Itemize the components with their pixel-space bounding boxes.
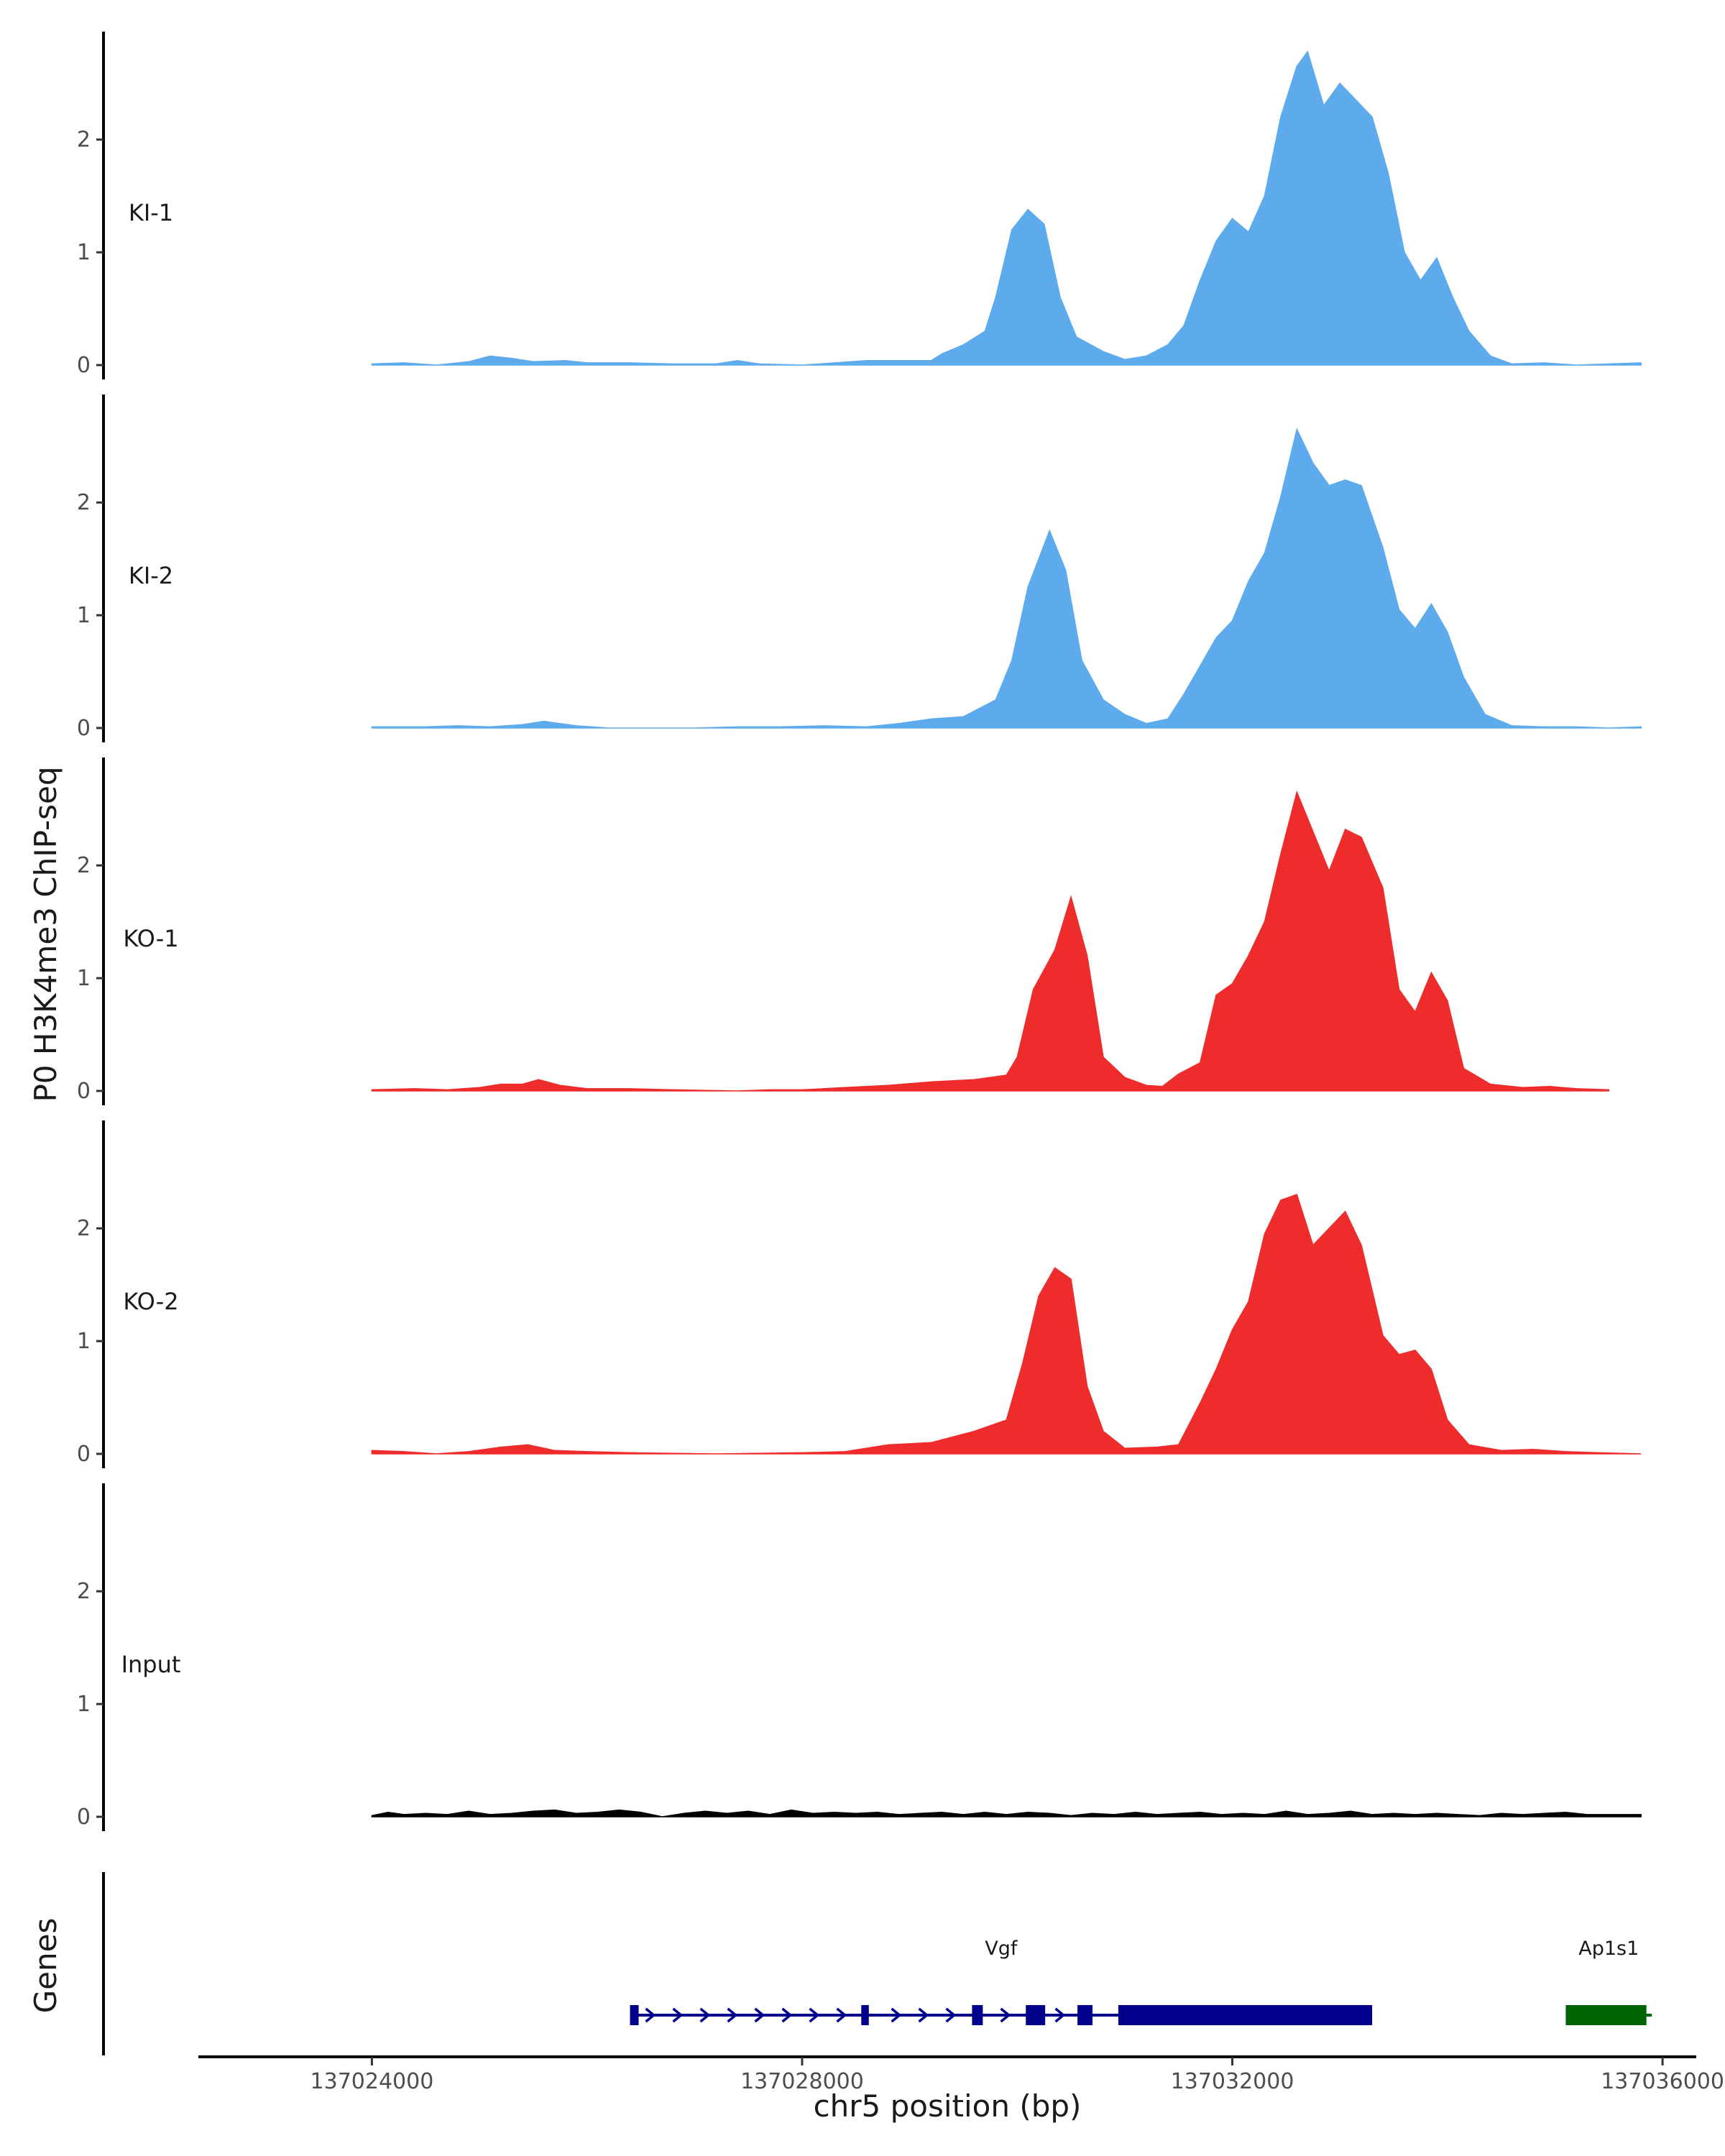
y-tick-label: 1	[77, 966, 91, 991]
signal-area-ko-2	[371, 1194, 1642, 1455]
track-panel-ko-1: 0 1 2 KO-1	[77, 757, 1610, 1105]
track-label: KI-1	[129, 199, 173, 226]
gene-label: Vgf	[985, 1938, 1018, 1960]
track-label: KO-2	[123, 1288, 178, 1315]
signal-area-ki-2	[371, 427, 1642, 729]
y-axis-title: P0 H3K4me3 ChIP-seq	[28, 766, 63, 1102]
x-tick-label: 137036000	[1601, 2069, 1724, 2094]
track-panel-ki-2: 0 1 2 KI-2	[77, 395, 1642, 742]
strand-arrow	[1000, 2007, 1011, 2023]
gene-exon	[1077, 2005, 1093, 2025]
strand-arrow	[781, 2007, 793, 2023]
signal-area-ko-1	[371, 790, 1610, 1092]
gene-ap1s1: Ap1s1	[1565, 1938, 1652, 2025]
gene-exon	[1118, 2005, 1373, 2025]
gene-exon	[972, 2005, 983, 2025]
strand-arrow	[699, 2007, 711, 2023]
y-tick-label: 2	[77, 127, 91, 152]
strand-arrow	[836, 2007, 847, 2023]
signal-area-input	[371, 1809, 1642, 1818]
strand-arrow	[809, 2007, 820, 2023]
gene-exon	[1026, 2005, 1046, 2025]
gene-vgf: Vgf	[630, 1938, 1373, 2025]
gene-exon	[630, 2005, 639, 2025]
strand-arrow	[918, 2007, 929, 2023]
gene-label: Ap1s1	[1578, 1938, 1639, 1960]
x-axis: 137024000 137028000 137032000 137036000	[198, 2055, 1724, 2094]
y-tick-label: 1	[77, 1329, 91, 1354]
signal-area-ki-1	[371, 50, 1642, 366]
strand-arrow	[1054, 2007, 1066, 2023]
x-axis-title: chr5 position (bp)	[814, 2088, 1082, 2124]
y-tick-label: 2	[77, 853, 91, 878]
y-tick-label: 2	[77, 490, 91, 515]
track-panel-ko-2: 0 1 2 KO-2	[77, 1120, 1642, 1468]
x-tick-label: 137028000	[740, 2069, 864, 2094]
y-tick-label: 0	[77, 1442, 91, 1467]
gene-track: Vgf Ap1s1	[102, 1872, 1652, 2055]
gene-exon	[1565, 2005, 1647, 2025]
track-panel-input: 0 1 2 Input	[77, 1483, 1642, 1831]
genes-axis-title: Genes	[28, 1918, 63, 2014]
gene-exon	[861, 2005, 869, 2025]
y-tick-label: 2	[77, 1216, 91, 1241]
y-tick-label: 0	[77, 1805, 91, 1830]
y-tick-label: 1	[77, 1692, 91, 1717]
y-tick-label: 1	[77, 240, 91, 265]
y-tick-label: 1	[77, 603, 91, 628]
strand-arrow	[945, 2007, 957, 2023]
track-panels: 0 1 2 KI-1 0 1 2 KI-2 0 1 2 KO-1 0 1 2 KO-2 0 1 2 Input	[77, 32, 1642, 1831]
strand-arrow	[891, 2007, 902, 2023]
track-label: KI-2	[129, 562, 173, 589]
track-panel-ki-1: 0 1 2 KI-1	[77, 32, 1642, 379]
y-tick-label: 0	[77, 716, 91, 741]
strand-arrow	[672, 2007, 684, 2023]
strand-arrow	[645, 2007, 656, 2023]
x-tick-label: 137024000	[310, 2069, 434, 2094]
track-label: Input	[121, 1651, 181, 1678]
y-tick-label: 0	[77, 353, 91, 378]
y-tick-label: 0	[77, 1079, 91, 1104]
strand-arrow	[754, 2007, 765, 2023]
strand-arrow	[727, 2007, 738, 2023]
x-tick-label: 137032000	[1171, 2069, 1294, 2094]
track-label: KO-1	[123, 925, 178, 952]
y-tick-label: 2	[77, 1579, 91, 1604]
